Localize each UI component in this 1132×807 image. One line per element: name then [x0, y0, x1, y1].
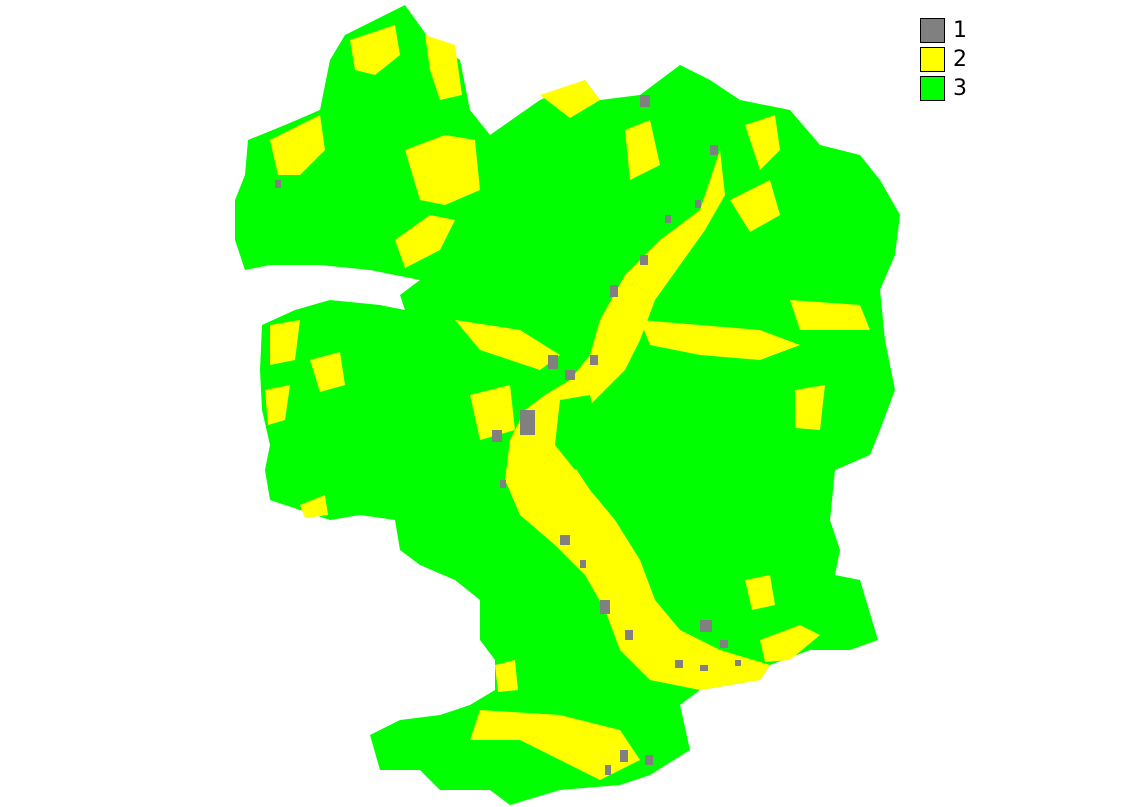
agricultural-area: [300, 495, 328, 518]
legend-label-3: 3: [953, 76, 967, 101]
agricultural-area: [350, 25, 400, 75]
agricultural-area: [640, 320, 800, 360]
agricultural-area: [470, 710, 640, 780]
vegetation-area: [535, 590, 585, 660]
agricultural-area: [455, 320, 560, 370]
agricultural-area: [405, 135, 480, 205]
agricultural-area: [270, 320, 300, 365]
agricultural-area: [495, 660, 518, 692]
agricultural-area: [760, 625, 820, 662]
agricultural-area: [540, 80, 600, 118]
legend-item-2: 2: [920, 45, 980, 74]
legend-item-3: 3: [920, 74, 980, 103]
vegetation-area: [620, 410, 660, 480]
agricultural-area: [395, 215, 455, 268]
agricultural-area: [790, 300, 870, 330]
agricultural-area: [625, 120, 660, 180]
agricultural-area: [745, 575, 775, 610]
agricultural-area: [795, 385, 825, 430]
map-legend: 1 2 3: [920, 16, 980, 103]
built-up-areas: [275, 95, 741, 775]
agricultural-area: [745, 115, 780, 170]
agricultural-area: [505, 150, 770, 690]
legend-swatch-3: [920, 76, 945, 101]
legend-label-1: 1: [953, 18, 967, 43]
agricultural-area: [425, 35, 462, 100]
agricultural-area: [310, 352, 345, 392]
legend-swatch-2: [920, 47, 945, 72]
legend-swatch-1: [920, 18, 945, 43]
agricultural-area: [730, 180, 780, 232]
vegetation-area: [555, 395, 600, 470]
agricultural-area: [470, 385, 515, 440]
legend-label-2: 2: [953, 47, 967, 72]
agricultural-area: [265, 385, 290, 425]
agricultural-area: [270, 115, 325, 175]
legend-item-1: 1: [920, 16, 980, 45]
